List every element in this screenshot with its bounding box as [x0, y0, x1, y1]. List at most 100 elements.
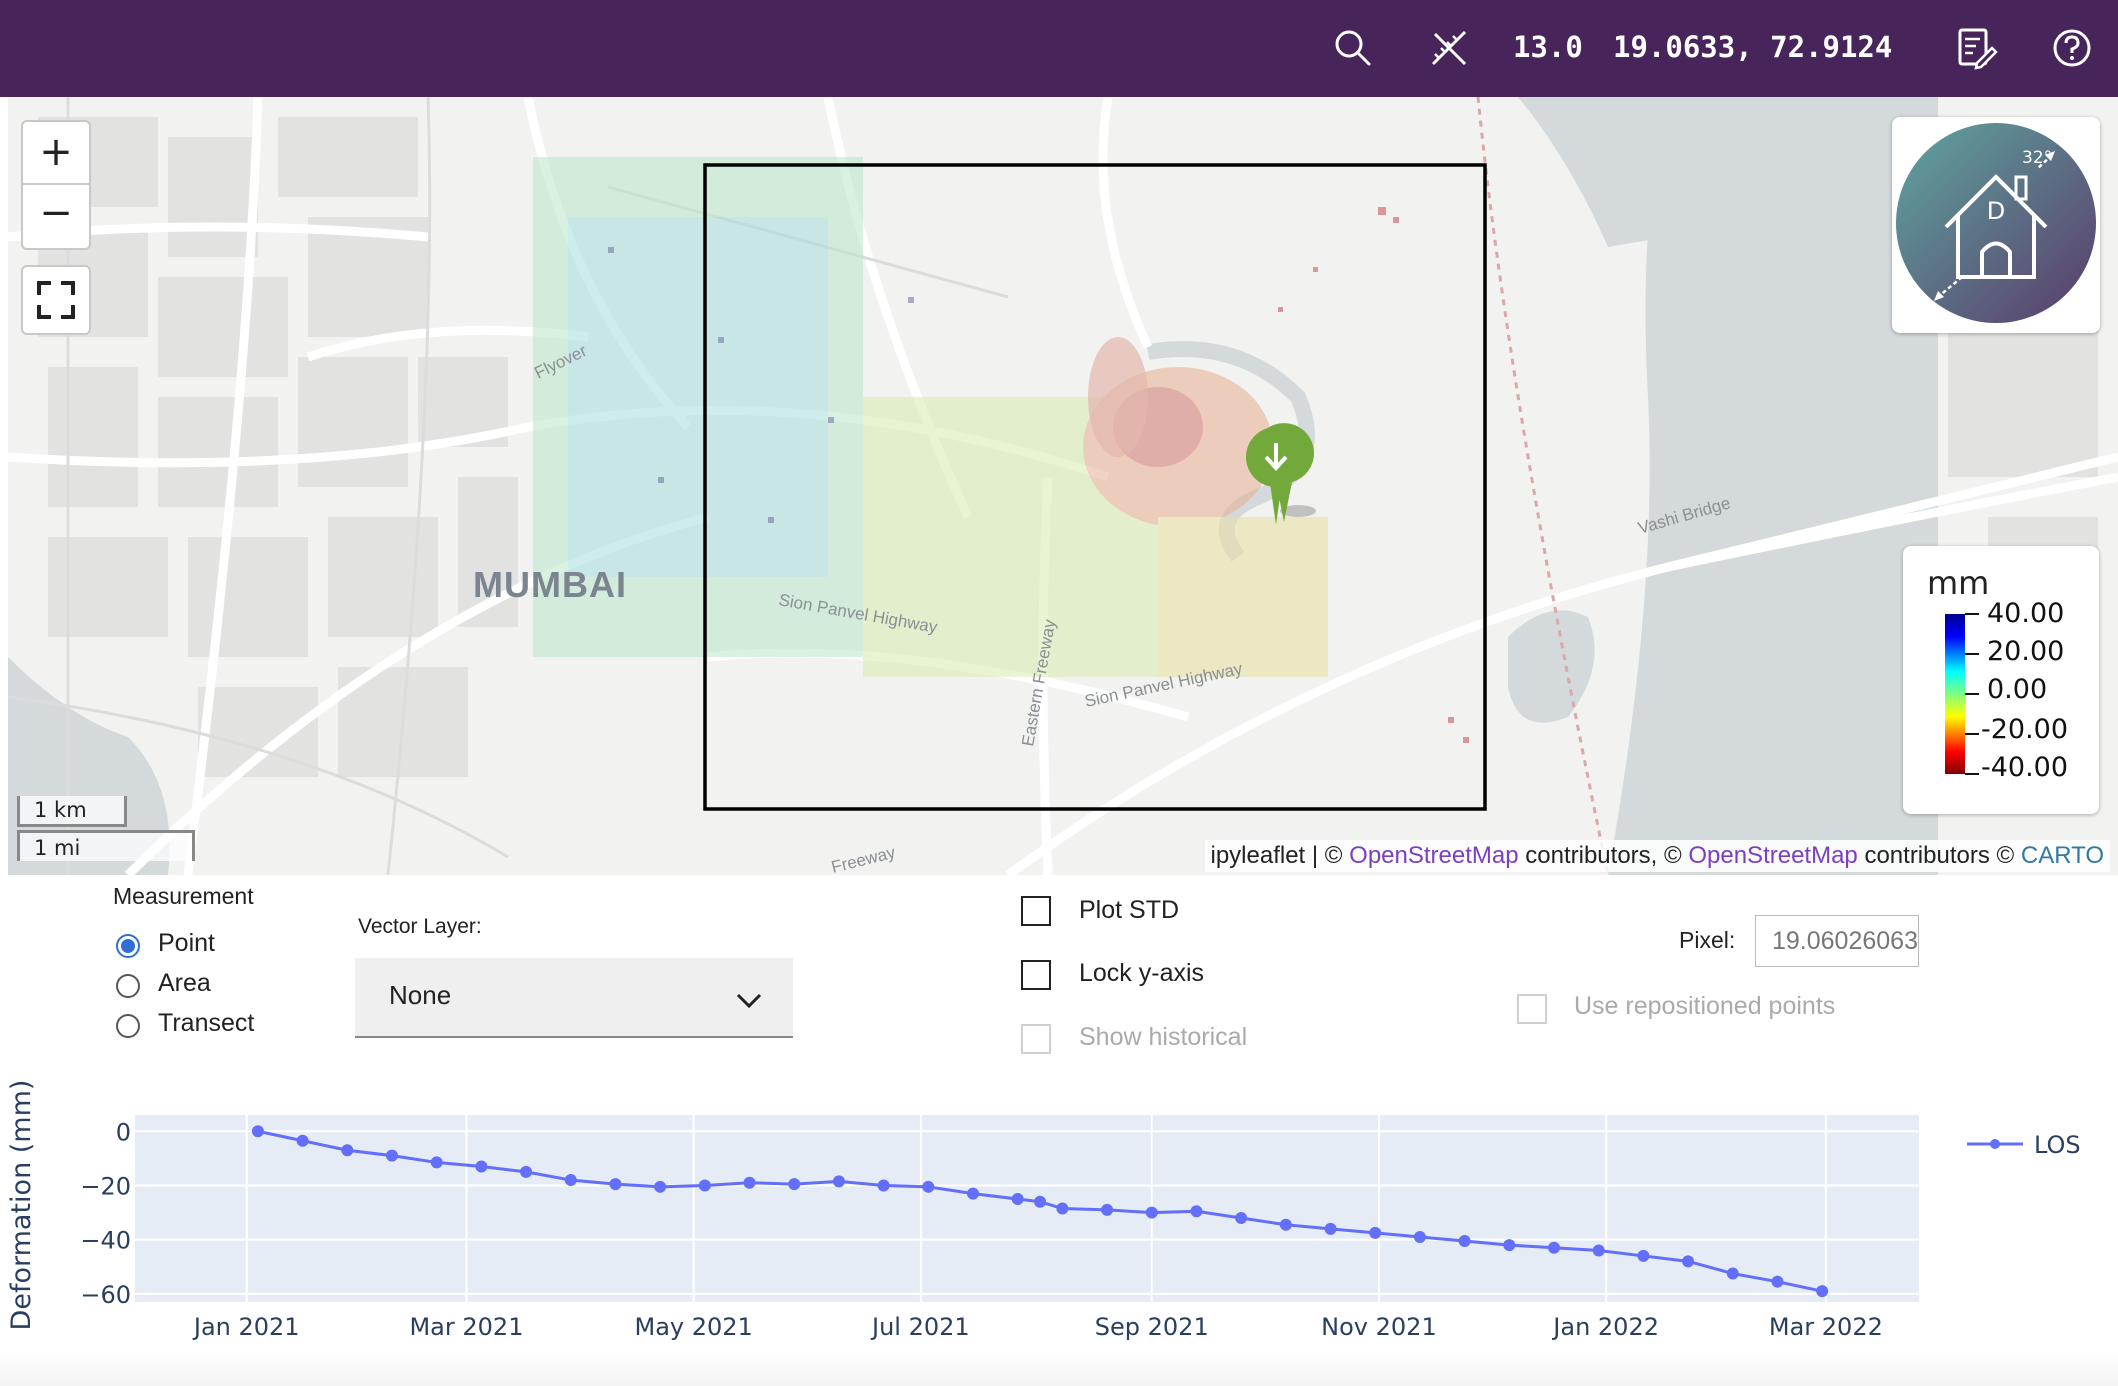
zoom-divider — [23, 183, 89, 185]
road-label-freeway: Freeway — [829, 843, 897, 875]
map-view[interactable]: MUMBAI Flyover Sion Panvel Highway Easte… — [8, 97, 2118, 875]
scale-bar-km: 1 km — [17, 796, 127, 827]
data-point[interactable] — [430, 1156, 443, 1169]
zoom-in-button[interactable]: + — [39, 129, 73, 175]
data-point[interactable] — [1101, 1203, 1114, 1216]
radio-point[interactable] — [116, 934, 140, 958]
radio-area-label: Area — [158, 969, 211, 997]
vector-layer-select[interactable]: None — [355, 958, 793, 1038]
y-tick-label: −20 — [80, 1172, 131, 1200]
x-tick-label: Jan 2021 — [192, 1313, 300, 1341]
data-point[interactable] — [1413, 1230, 1426, 1243]
data-point[interactable] — [296, 1134, 309, 1147]
y-tick-label: −40 — [80, 1227, 131, 1255]
data-point[interactable] — [1034, 1195, 1047, 1208]
data-point[interactable] — [1190, 1205, 1203, 1218]
notes-icon[interactable] — [1954, 26, 1998, 70]
legend-tick: 40.00 — [1987, 598, 2065, 629]
plot-std-label: Plot STD — [1079, 896, 1180, 924]
data-point[interactable] — [1458, 1235, 1471, 1248]
data-point[interactable] — [609, 1178, 622, 1191]
pixel-label: Pixel: — [1679, 927, 1736, 953]
data-point[interactable] — [1279, 1218, 1292, 1231]
data-point[interactable] — [832, 1175, 845, 1188]
radio-point-label: Point — [158, 929, 215, 957]
data-point[interactable] — [1637, 1249, 1650, 1262]
data-point[interactable] — [520, 1165, 533, 1178]
data-point[interactable] — [1056, 1202, 1069, 1215]
pixel-input[interactable]: 19.060260633 — [1755, 915, 1919, 967]
data-point[interactable] — [1726, 1267, 1739, 1280]
legend-tick: -20.00 — [1981, 714, 2069, 745]
legend-unit: mm — [1927, 564, 1990, 602]
measurement-title: Measurement — [113, 883, 254, 909]
data-point[interactable] — [788, 1178, 801, 1191]
plot-std-checkbox[interactable] — [1021, 896, 1051, 926]
plot-area[interactable] — [135, 1115, 1919, 1302]
download-arrow-icon — [1264, 443, 1288, 471]
city-label: MUMBAI — [473, 564, 627, 605]
radio-transect-label: Transect — [158, 1009, 255, 1037]
legend-los[interactable]: LOS — [1967, 1131, 2081, 1159]
show-historical-label: Show historical — [1079, 1023, 1248, 1051]
data-point[interactable] — [341, 1144, 354, 1157]
basemap: MUMBAI Flyover Sion Panvel Highway Easte… — [8, 97, 2118, 875]
zoom-out-button[interactable]: − — [39, 190, 73, 236]
map-attribution: ipyleaflet | © OpenStreetMap contributor… — [1204, 840, 2110, 872]
data-point[interactable] — [1324, 1222, 1337, 1235]
data-point[interactable] — [743, 1176, 756, 1189]
data-point[interactable] — [877, 1179, 890, 1192]
data-point[interactable] — [922, 1180, 935, 1193]
x-tick-label: Jul 2021 — [870, 1313, 970, 1341]
fullscreen-button[interactable] — [21, 265, 91, 335]
y-tick-labels: 0 −20 −40 −60 — [80, 1118, 131, 1309]
y-axis-title: Deformation (mm) — [6, 1080, 37, 1331]
osm-link-2[interactable]: OpenStreetMap — [1688, 842, 1858, 869]
data-point[interactable] — [1011, 1193, 1024, 1206]
data-point[interactable] — [1816, 1285, 1829, 1298]
legend-tick: -40.00 — [1981, 752, 2069, 783]
data-point[interactable] — [1771, 1275, 1784, 1288]
x-tick-label: Sep 2021 — [1095, 1313, 1209, 1341]
carto-link[interactable]: CARTO — [2020, 842, 2104, 869]
deformation-chart[interactable]: 0 −20 −40 −60 Jan 2021 Mar 2021 May 2021 Jul 2… — [0, 1075, 2118, 1350]
look-direction-widget: D 32° — [1892, 117, 2100, 333]
attribution-mid-1: contributors, © — [1518, 842, 1689, 869]
osm-link-1[interactable]: OpenStreetMap — [1349, 842, 1519, 869]
direction-letter: D — [1987, 197, 2005, 225]
look-direction-icon: D 32° — [1896, 123, 2096, 323]
data-point[interactable] — [1592, 1244, 1605, 1257]
show-historical-checkbox[interactable] — [1021, 1024, 1051, 1054]
lock-y-axis-checkbox[interactable] — [1021, 960, 1051, 990]
series-points-los — [251, 1125, 1829, 1298]
fullscreen-icon — [37, 281, 75, 319]
data-point[interactable] — [1145, 1206, 1158, 1219]
measure-tool-icon[interactable] — [1427, 26, 1471, 70]
data-point[interactable] — [1682, 1255, 1695, 1268]
vector-layer-label: Vector Layer: — [358, 915, 482, 938]
colorbar — [1945, 613, 1979, 775]
data-point[interactable] — [564, 1174, 577, 1187]
data-point[interactable] — [654, 1180, 667, 1193]
use-repositioned-checkbox[interactable] — [1517, 994, 1547, 1024]
y-tick-label: 0 — [116, 1118, 131, 1146]
data-point[interactable] — [385, 1149, 398, 1162]
radio-area[interactable] — [116, 974, 140, 998]
data-point[interactable] — [1235, 1211, 1248, 1224]
search-icon[interactable] — [1331, 26, 1375, 70]
point-marker[interactable] — [1246, 423, 1316, 525]
legend-tick: 20.00 — [1987, 636, 2065, 667]
help-icon[interactable] — [2050, 26, 2094, 70]
radio-transect[interactable] — [116, 1014, 140, 1038]
data-point[interactable] — [1503, 1239, 1516, 1252]
data-point[interactable] — [475, 1160, 488, 1173]
attribution-mid-2: contributors © — [1857, 842, 2021, 869]
data-point[interactable] — [251, 1125, 264, 1138]
x-tick-labels: Jan 2021 Mar 2021 May 2021 Jul 2021 Sep 2021… — [192, 1313, 1883, 1341]
top-toolbar: 13.0 19.0633, 72.9124 — [0, 0, 2118, 97]
data-point[interactable] — [698, 1179, 711, 1192]
x-tick-label: Jan 2022 — [1551, 1313, 1659, 1341]
data-point[interactable] — [966, 1187, 979, 1200]
data-point[interactable] — [1548, 1241, 1561, 1254]
data-point[interactable] — [1369, 1226, 1382, 1239]
